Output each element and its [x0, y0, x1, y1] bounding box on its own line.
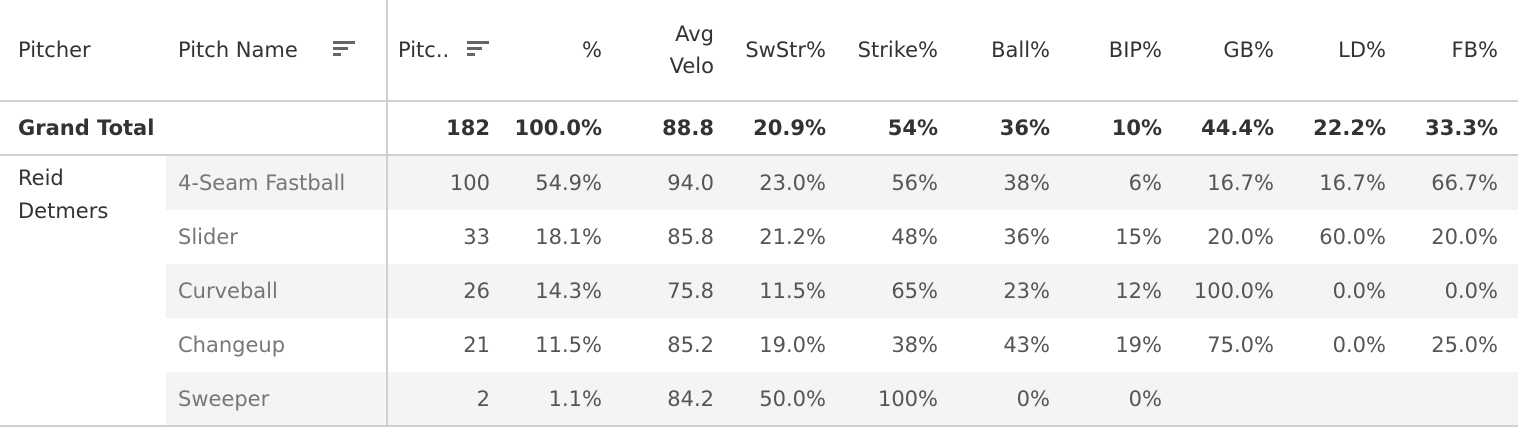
header-avg-velo-line1[interactable]: Avg [675, 22, 714, 46]
pitcher-name-line1: Reid [18, 166, 64, 190]
avg-velo-cell: 75.8 [667, 279, 714, 303]
ld-cell [1286, 372, 1386, 426]
grand-total-pct: 100.0% [514, 116, 602, 140]
bip-cell: 12% [1115, 279, 1162, 303]
pct-cell: 18.1% [535, 225, 602, 249]
ld-cell: 16.7% [1319, 171, 1386, 195]
pct-cell: 11.5% [535, 333, 602, 357]
sort-descending-icon[interactable] [467, 41, 489, 59]
strike-cell: 56% [891, 171, 938, 195]
ball-cell: 36% [1003, 225, 1050, 249]
grand-total-label: Grand Total [18, 116, 155, 140]
grand-total-bip: 10% [1111, 116, 1162, 140]
column-divider [386, 0, 388, 426]
pitches-cell: 2 [476, 387, 490, 411]
pitches-cell: 26 [463, 279, 490, 303]
swstr-cell: 19.0% [759, 333, 826, 357]
header-avg-velo-line2[interactable]: Velo [669, 54, 714, 78]
fb-cell: 0.0% [1444, 279, 1498, 303]
table-row[interactable]: Sweeper 2 1.1% 84.2 50.0% 100% 0% 0% [0, 372, 1518, 426]
fb-cell: 66.7% [1431, 171, 1498, 195]
header-ld[interactable]: LD% [1338, 38, 1386, 62]
table-row[interactable]: Slider 33 18.1% 85.8 21.2% 48% 36% 15% 2… [0, 210, 1518, 264]
sort-descending-icon[interactable] [333, 41, 355, 59]
grand-total-ball: 36% [999, 116, 1050, 140]
grand-total-gb: 44.4% [1201, 116, 1274, 140]
gb-cell: 20.0% [1207, 225, 1274, 249]
row-shade [166, 264, 1518, 318]
fb-cell: 20.0% [1431, 225, 1498, 249]
ld-cell: 60.0% [1319, 225, 1386, 249]
table-header: Pitcher Pitch Name Pitc.. % Avg Velo SwS… [0, 0, 1518, 100]
grand-total-divider [0, 154, 1518, 156]
header-fb[interactable]: FB% [1451, 38, 1498, 62]
pct-cell: 1.1% [548, 387, 602, 411]
fb-cell [1398, 372, 1498, 426]
swstr-cell: 50.0% [759, 387, 826, 411]
grand-total-fb: 33.3% [1425, 116, 1498, 140]
avg-velo-cell: 94.0 [667, 171, 714, 195]
fb-cell: 25.0% [1431, 333, 1498, 357]
bip-cell: 6% [1128, 171, 1162, 195]
pitches-cell: 33 [463, 225, 490, 249]
ball-cell: 23% [1003, 279, 1050, 303]
gb-cell: 16.7% [1207, 171, 1274, 195]
pitcher-name-line2: Detmers [18, 199, 109, 223]
pct-cell: 14.3% [535, 279, 602, 303]
pitch-name-cell: Curveball [178, 279, 278, 303]
pitch-name-cell: Slider [178, 225, 238, 249]
pitches-cell: 21 [463, 333, 490, 357]
table-row[interactable]: Curveball 26 14.3% 75.8 11.5% 65% 23% 12… [0, 264, 1518, 318]
swstr-cell: 11.5% [759, 279, 826, 303]
ld-cell: 0.0% [1332, 333, 1386, 357]
table-row[interactable]: Changeup 21 11.5% 85.2 19.0% 38% 43% 19%… [0, 318, 1518, 372]
ball-cell: 43% [1003, 333, 1050, 357]
table-bottom-border [0, 425, 1518, 427]
avg-velo-cell: 84.2 [667, 387, 714, 411]
pitch-name-cell: Changeup [178, 333, 286, 357]
grand-total-pitches: 182 [446, 116, 490, 140]
ld-cell: 0.0% [1332, 279, 1386, 303]
strike-cell: 48% [891, 225, 938, 249]
row-shade [166, 372, 1518, 426]
ball-cell: 38% [1003, 171, 1050, 195]
header-pitch-name[interactable]: Pitch Name [178, 38, 298, 62]
header-bip[interactable]: BIP% [1108, 38, 1162, 62]
table-row[interactable]: 4-Seam Fastball 100 54.9% 94.0 23.0% 56%… [0, 156, 1518, 210]
avg-velo-cell: 85.2 [667, 333, 714, 357]
header-divider [0, 100, 1518, 102]
strike-cell: 38% [891, 333, 938, 357]
grand-total-swstr: 20.9% [753, 116, 826, 140]
gb-cell [1174, 372, 1274, 426]
pitch-name-cell: 4-Seam Fastball [178, 171, 346, 195]
swstr-cell: 23.0% [759, 171, 826, 195]
strike-cell: 100% [877, 387, 938, 411]
pitch-name-cell: Sweeper [178, 387, 270, 411]
grand-total-row[interactable]: Grand Total 182 100.0% 88.8 20.9% 54% 36… [0, 101, 1518, 155]
pitches-cell: 100 [449, 171, 490, 195]
swstr-cell: 21.2% [759, 225, 826, 249]
row-shade [166, 156, 1518, 210]
avg-velo-cell: 85.8 [667, 225, 714, 249]
gb-cell: 75.0% [1207, 333, 1274, 357]
header-pitches[interactable]: Pitc.. [398, 38, 450, 62]
pct-cell: 54.9% [535, 171, 602, 195]
bip-cell: 0% [1128, 387, 1162, 411]
bip-cell: 15% [1115, 225, 1162, 249]
gb-cell: 100.0% [1193, 279, 1274, 303]
bip-cell: 19% [1115, 333, 1162, 357]
ball-cell: 0% [1016, 387, 1050, 411]
grand-total-avg-velo: 88.8 [662, 116, 714, 140]
header-ball[interactable]: Ball% [991, 38, 1050, 62]
grand-total-strike: 54% [887, 116, 938, 140]
header-strike[interactable]: Strike% [857, 38, 938, 62]
grand-total-ld: 22.2% [1313, 116, 1386, 140]
header-pitcher[interactable]: Pitcher [18, 38, 91, 62]
header-swstr[interactable]: SwStr% [745, 38, 826, 62]
pitcher-name[interactable]: Reid Detmers [18, 162, 158, 228]
header-gb[interactable]: GB% [1223, 38, 1274, 62]
strike-cell: 65% [891, 279, 938, 303]
header-percent[interactable]: % [582, 38, 602, 62]
